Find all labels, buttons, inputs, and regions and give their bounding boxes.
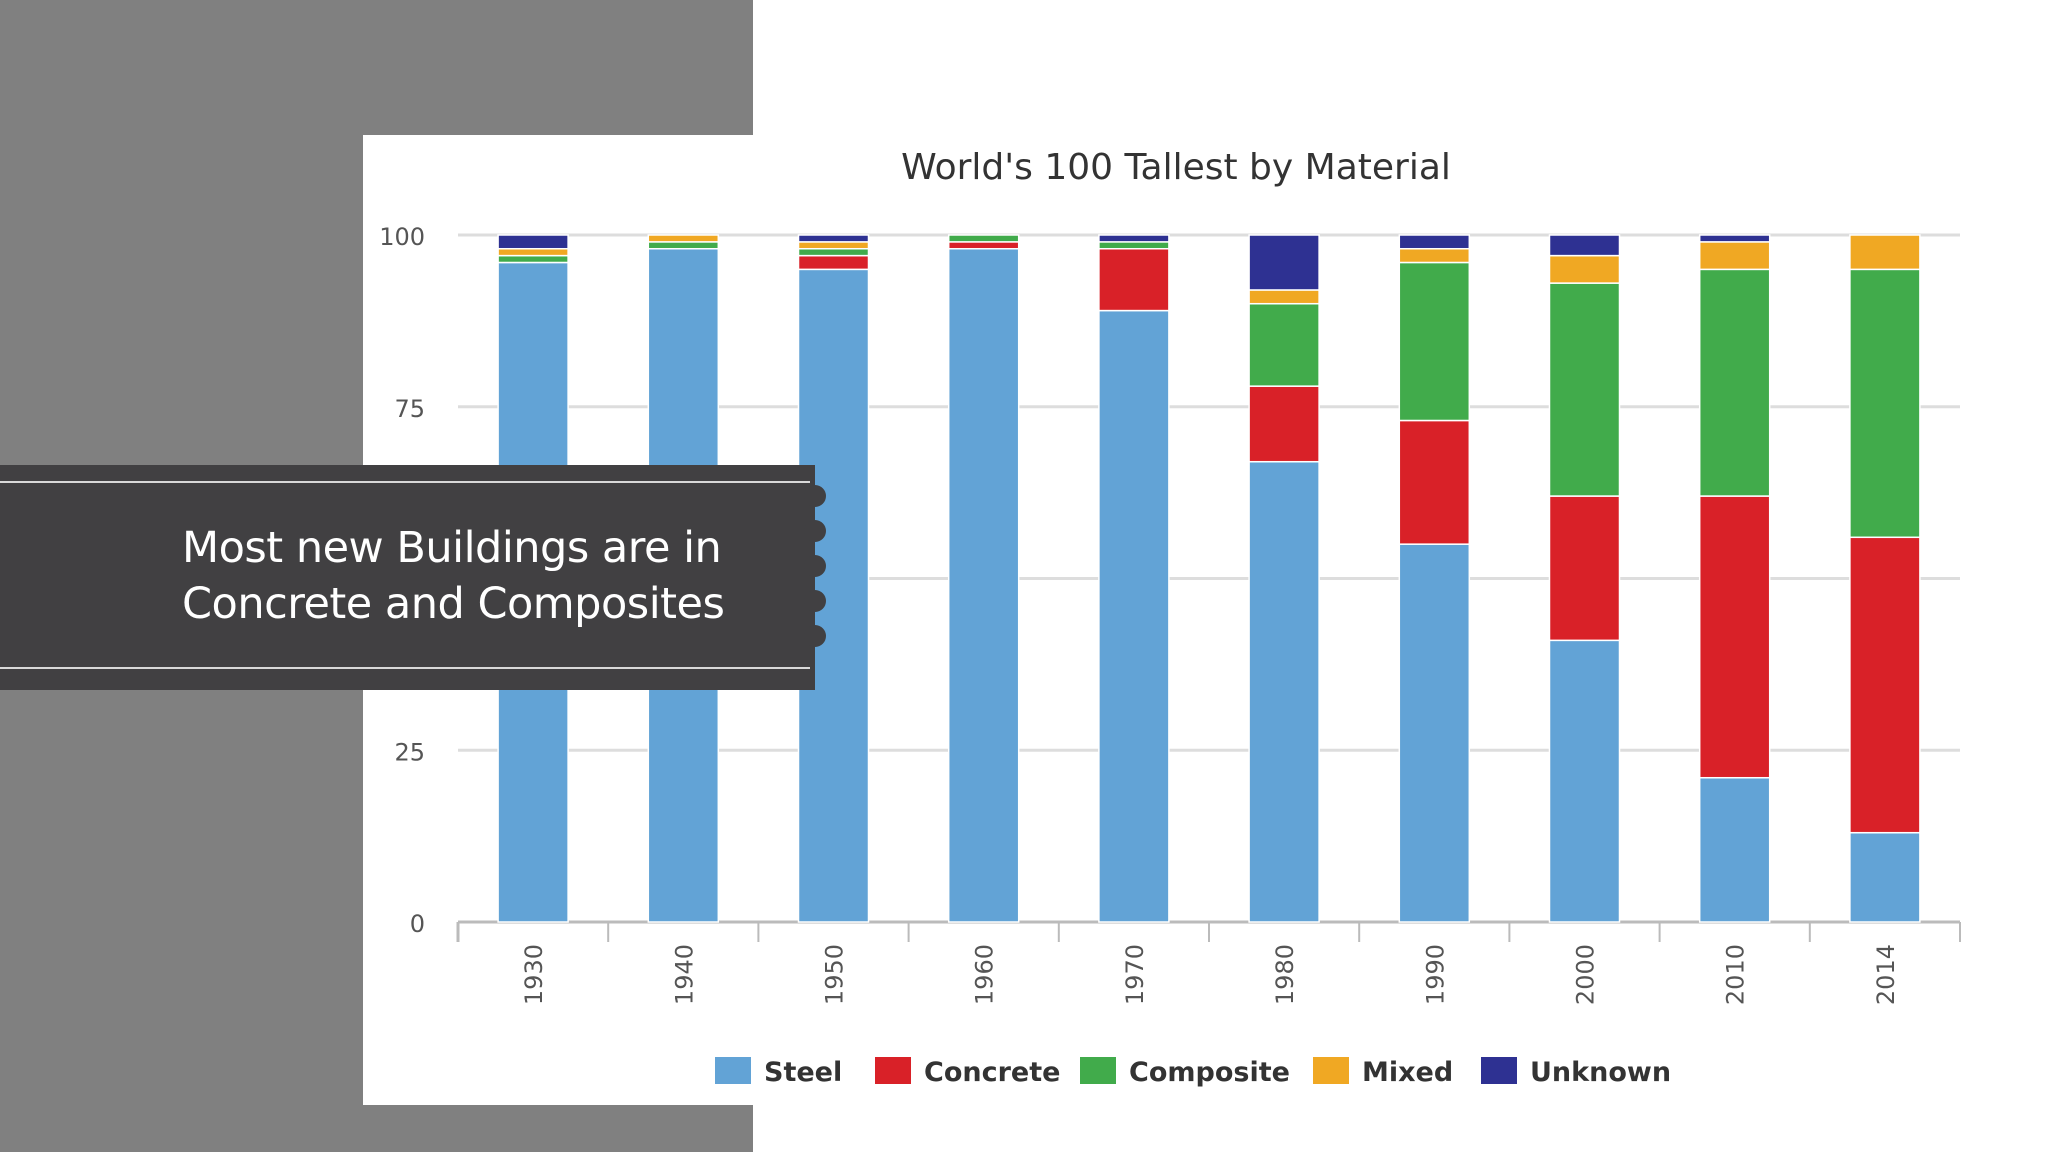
legend-label-concrete: Concrete	[924, 1057, 1060, 1088]
bar-segment-steel	[1248, 460, 1320, 923]
bar-segment-composite	[1548, 282, 1621, 497]
legend-label-mixed: Mixed	[1362, 1057, 1453, 1088]
bar-segment-composite	[1248, 302, 1320, 387]
bar-segment-steel	[1698, 776, 1771, 923]
bar-segment-mixed	[1398, 247, 1471, 264]
bar-segment-unknown	[1098, 234, 1170, 243]
bar-segment-concrete	[1248, 385, 1320, 463]
bar-segment-unknown	[1698, 234, 1771, 243]
banner-top-rule	[0, 481, 810, 483]
bar-segment-mixed	[1698, 241, 1771, 271]
legend-swatch-unknown	[1481, 1057, 1517, 1084]
bar-segment-unknown	[497, 234, 569, 250]
legend-swatch-steel	[715, 1057, 751, 1084]
banner-scallop	[804, 520, 826, 542]
bar-segment-mixed	[1248, 289, 1320, 305]
x-tick-label: 2014	[1872, 944, 1900, 1005]
callout-banner: Most new Buildings are in Concrete and C…	[0, 465, 826, 690]
banner-scallop	[804, 625, 826, 647]
bar-segment-concrete	[1849, 536, 1921, 834]
banner-scallop	[804, 590, 826, 612]
bar-segment-composite	[1098, 241, 1170, 250]
bar-segment-steel	[1548, 639, 1621, 923]
y-tick-label: 75	[394, 395, 425, 423]
callout-line-2: Concrete and Composites	[182, 579, 725, 629]
x-tick-label: 2010	[1722, 944, 1750, 1005]
y-tick-label: 0	[410, 910, 425, 938]
callout-line-1: Most new Buildings are in	[182, 523, 722, 573]
x-tick-label: 1950	[821, 944, 849, 1005]
x-tick-label: 2000	[1572, 944, 1600, 1005]
x-tick-label: 1990	[1421, 944, 1449, 1005]
bar-segment-mixed	[497, 247, 569, 257]
banner-scallop	[804, 555, 826, 577]
x-tick-label: 1930	[520, 944, 548, 1005]
bar-segment-steel	[947, 247, 1020, 923]
bar-segment-composite	[1698, 268, 1771, 497]
bar-segment-steel	[1098, 309, 1170, 923]
bar-segment-composite	[947, 234, 1020, 243]
bar-segment-concrete	[797, 254, 870, 271]
x-tick-label: 1940	[670, 944, 698, 1005]
legend-label-steel: Steel	[764, 1057, 842, 1088]
bar-segment-composite	[1398, 261, 1471, 422]
bar-segment-unknown	[1248, 234, 1320, 291]
legend-label-unknown: Unknown	[1530, 1057, 1671, 1088]
bar-segment-concrete	[1548, 495, 1621, 642]
bar-segment-concrete	[1698, 495, 1771, 779]
x-tick-label: 1980	[1271, 944, 1299, 1005]
bar-segment-steel	[1398, 543, 1471, 923]
x-tick-label: 1970	[1121, 944, 1149, 1005]
bar-segment-unknown	[1548, 234, 1621, 257]
bar-segment-concrete	[947, 241, 1020, 250]
bar-segment-concrete	[1098, 247, 1170, 312]
legend-swatch-concrete	[875, 1057, 911, 1084]
banner-scallop	[804, 485, 826, 507]
bar-segment-composite	[797, 247, 870, 257]
legend-label-composite: Composite	[1129, 1057, 1290, 1088]
bar-segment-mixed	[647, 234, 720, 243]
bar-segment-concrete	[1398, 419, 1471, 545]
bar-segment-mixed	[1849, 234, 1921, 271]
bar-segment-composite	[497, 254, 569, 264]
banner-bottom-rule	[0, 667, 810, 669]
y-tick-label: 100	[379, 223, 425, 251]
chart-title: World's 100 Tallest by Material	[901, 147, 1451, 188]
chart-card: World's 100 Tallest by Material 0 25 75 100…	[363, 135, 2048, 1105]
y-tick-label: 25	[394, 738, 425, 766]
legend-swatch-composite	[1080, 1057, 1116, 1084]
x-tick-label: 1960	[971, 944, 999, 1005]
bar-segment-unknown	[797, 234, 870, 243]
callout-text: Most new Buildings are in Concrete and C…	[182, 520, 782, 632]
bar-segment-mixed	[797, 241, 870, 250]
bar-segment-steel	[1849, 831, 1921, 923]
bar-segment-composite	[1849, 268, 1921, 539]
bar-segment-composite	[647, 241, 720, 250]
bar-segment-unknown	[1398, 234, 1471, 250]
bar-segment-mixed	[1548, 254, 1621, 284]
legend-swatch-mixed	[1313, 1057, 1349, 1084]
